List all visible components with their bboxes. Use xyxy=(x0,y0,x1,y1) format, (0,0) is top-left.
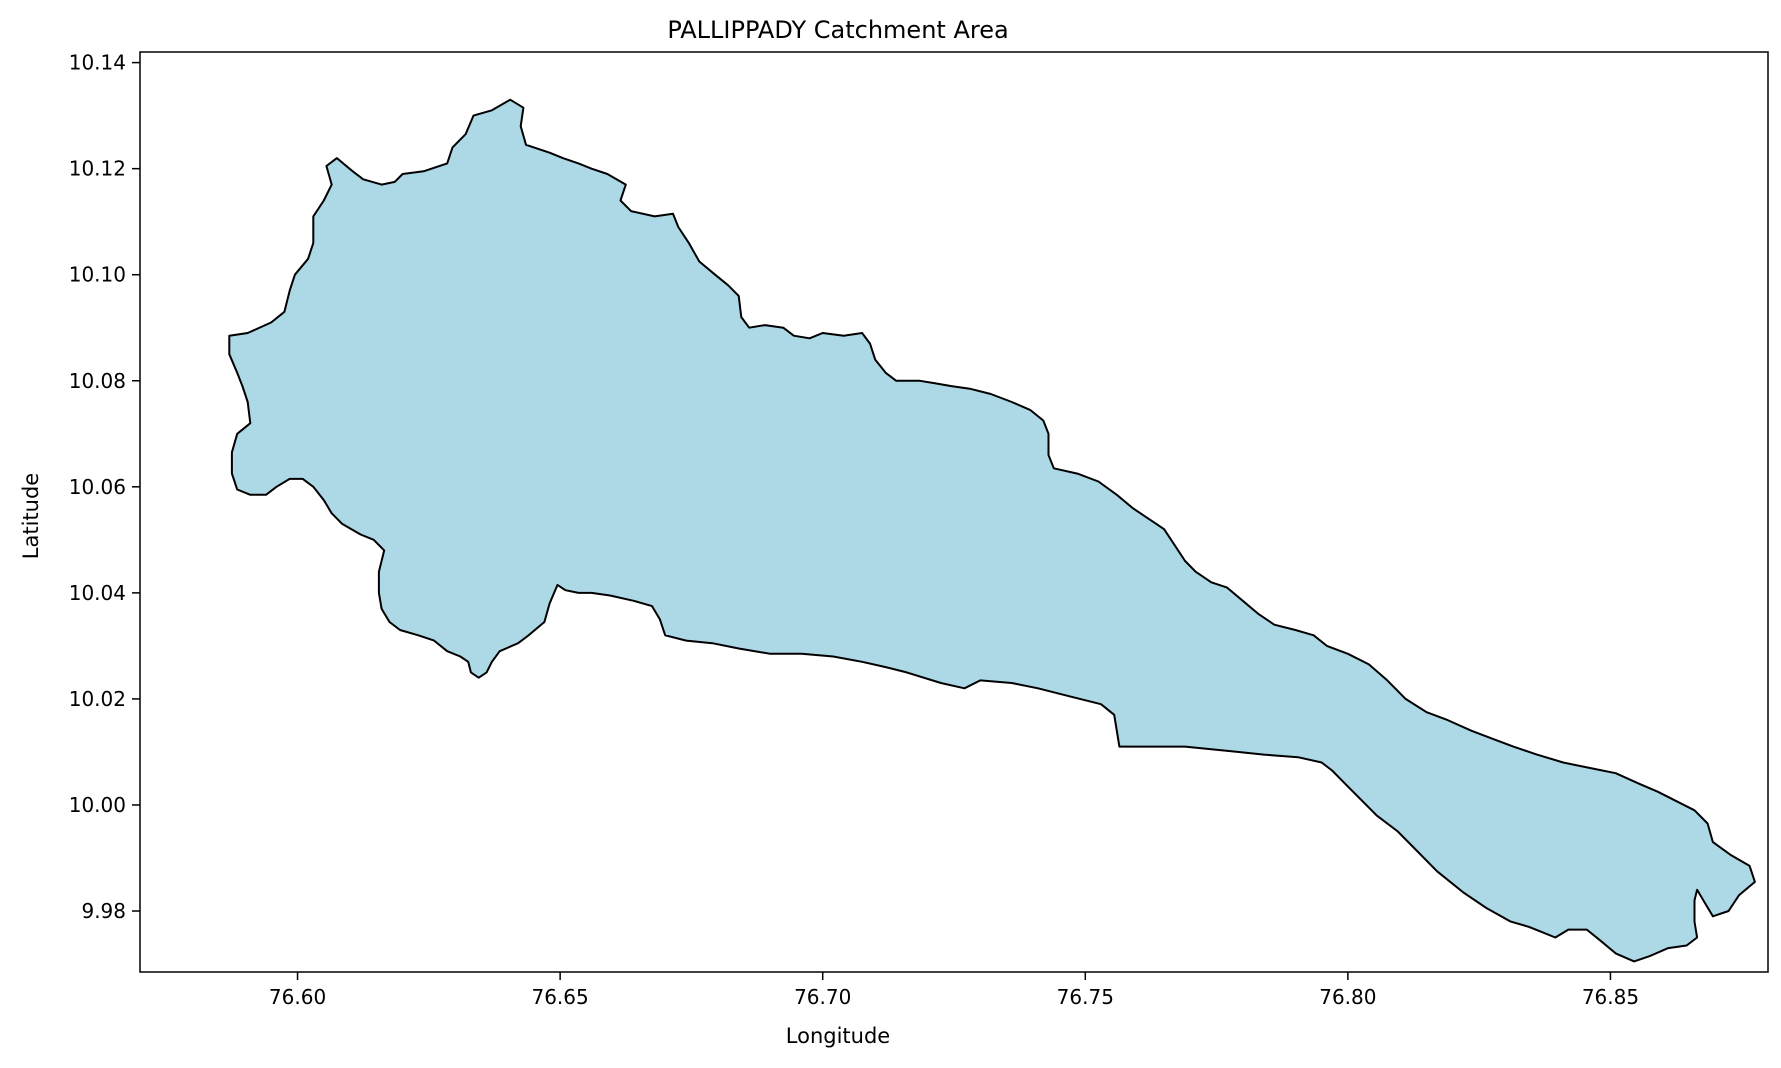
axes-frame xyxy=(139,51,1769,973)
y-axis-ticks: 9.98 10.00 10.02 10.04 10.06 10.08 10.10 10.12 1… xyxy=(69,51,140,923)
y-tick-label: 9.98 xyxy=(81,899,126,923)
x-tick-label: 76.65 xyxy=(531,985,588,1009)
y-tick-label: 10.10 xyxy=(69,263,126,287)
catchment-polygon xyxy=(228,98,1756,963)
y-tick-label: 10.12 xyxy=(69,157,126,181)
x-axis-ticks: 76.60 76.65 76.70 76.75 76.80 76.85 xyxy=(269,972,1639,1009)
x-axis-label: Longitude xyxy=(786,1024,890,1048)
x-tick-label: 76.85 xyxy=(1582,985,1639,1009)
x-tick-label: 76.80 xyxy=(1319,985,1376,1009)
chart-title: PALLIPPADY Catchment Area xyxy=(667,16,1008,44)
x-tick-label: 76.60 xyxy=(269,985,326,1009)
y-tick-label: 10.08 xyxy=(69,369,126,393)
x-tick-label: 76.70 xyxy=(794,985,851,1009)
x-tick-label: 76.75 xyxy=(1057,985,1114,1009)
plot-area xyxy=(139,51,1769,973)
y-axis-label: Latitude xyxy=(19,473,43,559)
y-tick-label: 10.06 xyxy=(69,475,126,499)
y-tick-label: 10.04 xyxy=(69,581,126,605)
y-tick-label: 10.00 xyxy=(69,793,126,817)
y-tick-label: 10.14 xyxy=(69,51,126,75)
y-tick-label: 10.02 xyxy=(69,687,126,711)
